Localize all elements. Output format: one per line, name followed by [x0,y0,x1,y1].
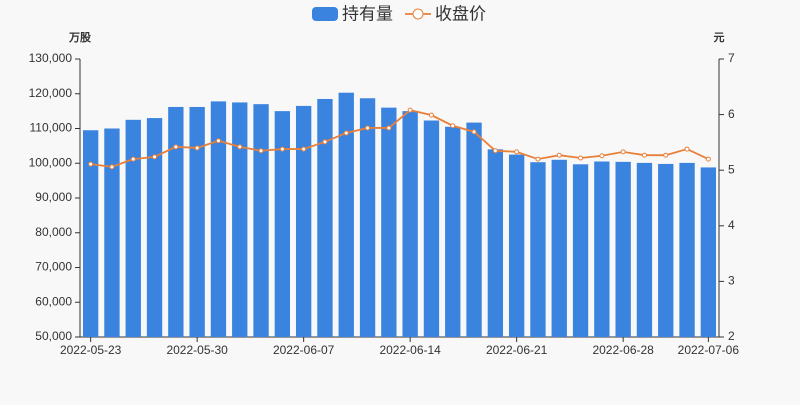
bar [317,98,333,338]
y-tick-label: 120,000 [29,86,73,100]
bar [104,128,120,337]
legend-label: 收盘价 [435,4,486,23]
y2-tick-label: 6 [728,107,735,121]
bar [594,161,610,337]
line-point [194,145,200,151]
bar [572,164,589,337]
y2-tick-label: 7 [728,51,735,65]
line-point [556,152,562,158]
bar [381,107,397,338]
bar [274,111,291,337]
y-tick-label: 80,000 [35,225,72,239]
legend-swatch [312,7,338,21]
bar [253,104,269,337]
line-point [301,146,307,152]
line-point [514,149,520,155]
line-point [173,144,179,150]
bar [700,167,717,337]
y-tick-label: 50,000 [35,329,72,343]
y-tick-label: 100,000 [29,155,73,169]
line-point [705,156,711,162]
bar [82,130,99,337]
bar [658,163,674,337]
line-point [471,129,477,135]
bar [189,106,205,337]
bar [636,162,653,337]
line-point [684,146,690,152]
line-point [152,154,158,160]
bar [508,154,525,337]
bar [679,162,695,337]
line-point [599,153,605,159]
bar [338,92,354,338]
bar [168,106,184,337]
x-tick-label: 2022-07-06 [678,343,740,357]
y2-tick-label: 4 [728,218,735,232]
bar [210,101,227,338]
bar [445,126,461,337]
y2-tick-label: 3 [728,274,735,288]
bar [232,102,248,337]
x-tick-label: 2022-06-28 [592,343,654,357]
x-tick-label: 2022-05-30 [166,343,228,357]
line-point [215,138,221,144]
bar [402,111,418,337]
y-axis-label: 万股 [68,31,92,44]
line-point [663,152,669,158]
line-point [343,130,349,136]
line-point [386,125,392,131]
line-point [535,156,541,162]
bar [530,162,546,337]
bar [487,149,504,337]
line-point [258,148,264,154]
line-point [641,152,647,158]
y2-axis-label: 元 [714,31,725,44]
x-tick-label: 2022-06-07 [273,343,335,357]
line-point [237,144,243,150]
line-point [428,112,434,118]
line-point [450,123,456,129]
y-tick-label: 90,000 [35,190,72,204]
x-tick-label: 2022-05-23 [60,343,122,357]
bar [423,120,440,337]
line-point [407,107,413,113]
x-tick-label: 2022-06-14 [379,343,441,357]
bar [551,159,567,337]
bar [295,105,312,337]
bar [466,122,482,337]
y-tick-label: 130,000 [29,51,73,65]
bar [615,161,631,337]
y-tick-label: 70,000 [35,260,72,274]
line-point [578,155,584,161]
y2-tick-label: 5 [728,162,735,176]
bar [146,118,163,337]
line-point [88,161,94,167]
line-point [365,125,371,131]
bar [125,119,141,337]
line-point [279,146,285,152]
bar [359,98,376,337]
legend-label: 持有量 [342,4,393,23]
line-point [492,148,498,154]
legend-swatch [412,8,424,20]
y-tick-label: 60,000 [35,294,72,308]
x-tick-label: 2022-06-21 [486,343,548,357]
line-point [322,139,328,145]
line-point [109,164,115,170]
line-point [620,149,626,155]
y2-tick-label: 2 [728,329,735,343]
y-tick-label: 110,000 [30,121,73,135]
line [90,109,709,168]
line-point [130,156,136,162]
